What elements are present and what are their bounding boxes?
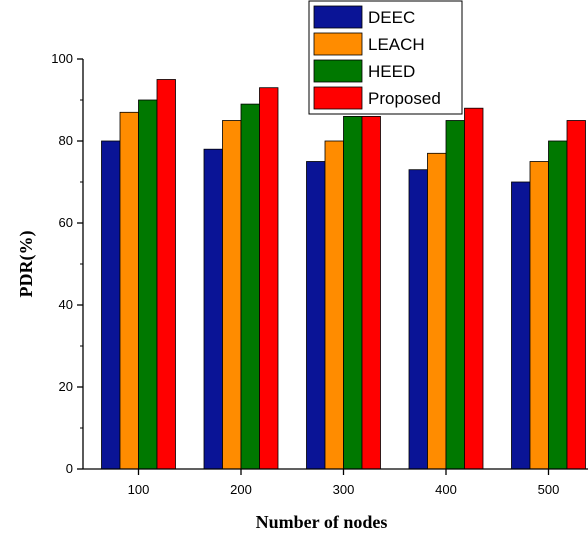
x-ticks-group: 100 200 300 400 500 [128, 469, 560, 497]
legend-label-heed: HEED [368, 62, 415, 81]
bar-deec-400 [408, 169, 428, 470]
legend-swatch-leach [313, 32, 363, 56]
bar-heed-500 [548, 140, 568, 470]
y-tick-label: 0 [66, 461, 73, 476]
x-tick-label: 300 [333, 482, 355, 497]
bar-proposed-100 [156, 79, 176, 470]
bars-group [101, 79, 586, 470]
bar-heed-200 [240, 103, 260, 470]
bar-leach-200 [222, 120, 242, 470]
x-tick-label: 100 [128, 482, 150, 497]
bar-proposed-500 [566, 120, 586, 470]
bar-proposed-300 [361, 116, 381, 470]
legend-label-deec: DEEC [368, 8, 415, 27]
bar-leach-300 [324, 140, 344, 470]
y-tick-label: 40 [59, 297, 73, 312]
legend-swatch-heed [313, 59, 363, 83]
y-tick-label: 80 [59, 133, 73, 148]
legend: DEEC LEACH HEED Proposed [308, 0, 463, 115]
bar-heed-300 [343, 116, 363, 470]
x-tick-label: 400 [435, 482, 457, 497]
bar-leach-100 [119, 111, 139, 470]
bar-deec-200 [203, 148, 223, 470]
y-tick-label: 20 [59, 379, 73, 394]
x-tick-label: 500 [538, 482, 560, 497]
y-ticks-group: 0 20 40 60 80 100 [51, 51, 83, 476]
x-tick-label: 200 [230, 482, 252, 497]
bar-heed-400 [445, 120, 465, 470]
bar-leach-400 [427, 152, 447, 470]
bar-leach-500 [529, 161, 549, 470]
legend-label-proposed: Proposed [368, 89, 441, 108]
bar-deec-500 [511, 181, 531, 470]
bar-deec-300 [306, 161, 326, 470]
y-axis-label: PDR(%) [16, 231, 37, 298]
bar-heed-100 [138, 99, 158, 470]
x-axis-label: Number of nodes [256, 512, 388, 532]
bar-deec-100 [101, 140, 121, 470]
legend-label-leach: LEACH [368, 35, 425, 54]
y-tick-label: 60 [59, 215, 73, 230]
y-tick-label: 100 [51, 51, 73, 66]
legend-swatch-deec [313, 5, 363, 29]
bar-proposed-200 [259, 87, 279, 470]
bar-proposed-400 [464, 107, 484, 470]
legend-swatch-proposed [313, 86, 363, 110]
